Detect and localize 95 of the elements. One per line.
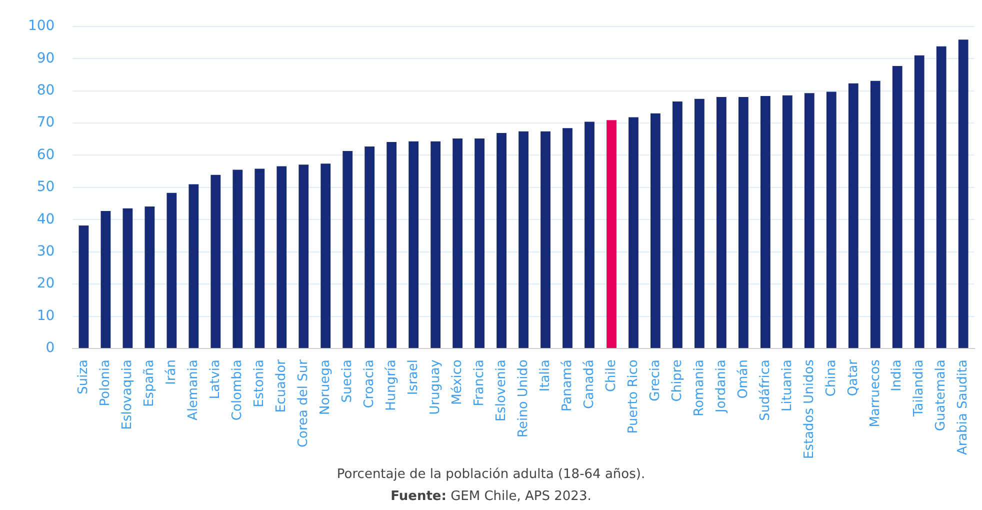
- x-tick-label: Grecia: [648, 359, 663, 402]
- x-tick-label: Uruguay: [428, 359, 443, 415]
- bar: [738, 96, 748, 348]
- bar: [122, 208, 133, 348]
- x-tick-label: Canadá: [582, 359, 597, 409]
- x-tick-label: Colombia: [230, 359, 246, 421]
- bar: [892, 66, 902, 348]
- bar: [870, 80, 880, 348]
- y-tick-label: 70: [36, 114, 55, 131]
- x-tick-label: Polonia: [98, 359, 114, 406]
- bar: [914, 55, 924, 348]
- bar: [782, 95, 792, 348]
- bar: [716, 96, 726, 348]
- y-tick-label: 60: [36, 146, 55, 163]
- x-tick-label: Israel: [406, 359, 421, 396]
- x-tick-label: India: [890, 359, 905, 392]
- bar: [320, 164, 331, 348]
- bar: [760, 96, 770, 348]
- x-tick-label: Chile: [604, 359, 619, 392]
- bar: [474, 138, 484, 348]
- x-tick-label: España: [142, 359, 158, 407]
- x-tick-label: Eslovaquia: [120, 359, 136, 430]
- source-note: Fuente: GEM Chile, APS 2023.: [390, 488, 592, 506]
- bar: [232, 170, 243, 348]
- bar: [936, 46, 946, 348]
- text: Porcentaje de la población adulta (18-64 años).: [336, 466, 646, 484]
- bar: [584, 122, 594, 348]
- x-tick-label: Reino Unido: [516, 359, 531, 438]
- bar: [276, 166, 287, 348]
- x-tick-label: Estonia: [252, 359, 268, 408]
- bar: [518, 131, 528, 348]
- x-tick-label: Latvia: [208, 359, 224, 400]
- x-tick-label: Marruecos: [868, 359, 883, 428]
- bar: [650, 113, 660, 348]
- bar: [298, 164, 309, 348]
- x-tick-label: Francia: [472, 359, 487, 406]
- x-tick-label: Qatar: [846, 358, 861, 396]
- x-tick-label: Corea del Sur: [296, 358, 311, 448]
- x-tick-label: Alemania: [186, 359, 202, 420]
- x-tick-label: México: [450, 359, 465, 405]
- bar: [628, 117, 638, 348]
- bar: [826, 92, 836, 348]
- bar: [958, 40, 968, 348]
- y-tick-label: 90: [36, 50, 55, 66]
- x-tick-label: China: [824, 359, 839, 397]
- x-tick-label: Chipre: [670, 359, 685, 402]
- x-tick-label: Ecuador: [274, 358, 290, 413]
- bar: [386, 142, 397, 348]
- x-tick-label: Panamá: [560, 359, 575, 412]
- x-tick-label: Sudáfrica: [758, 359, 773, 421]
- bar: [210, 174, 221, 348]
- x-tick-label: Estados Unidos: [802, 359, 817, 460]
- x-tick-label: Suecia: [340, 359, 355, 403]
- x-tick-label: Romania: [692, 359, 707, 416]
- x-tick-label: Croacia: [362, 359, 377, 408]
- x-tick-label: Guatemala: [934, 359, 949, 432]
- y-tick-label: 40: [36, 211, 55, 228]
- bar: [430, 141, 441, 348]
- bar: [78, 225, 89, 348]
- bar: [100, 210, 111, 348]
- y-tick-label: 30: [36, 244, 55, 260]
- x-tick-label: Omán: [736, 359, 751, 399]
- bar: [188, 184, 199, 348]
- x-tick-label: Jordania: [714, 359, 729, 414]
- x-tick-label: Hungría: [384, 359, 399, 411]
- y-tick-label: 0: [46, 340, 55, 356]
- bar: [166, 192, 177, 348]
- x-tick-label: Suiza: [76, 359, 92, 394]
- x-tick-label: Eslovenia: [494, 359, 509, 422]
- bar: [606, 120, 616, 348]
- x-tick-label: Arabia Saudita: [956, 359, 971, 456]
- y-tick-label: 50: [36, 179, 55, 196]
- x-tick-label: Irán: [164, 359, 180, 385]
- y-tick-label: 100: [28, 18, 55, 34]
- x-tick-label: Noruega: [318, 359, 333, 415]
- x-tick-label: Lituania: [780, 359, 795, 412]
- bar: [254, 168, 265, 348]
- bar: [144, 206, 155, 348]
- bar: [342, 151, 353, 348]
- bar: [452, 138, 463, 348]
- bar: [848, 83, 858, 348]
- bar: [540, 131, 550, 348]
- bar: [496, 133, 506, 348]
- x-tick-label: Italia: [538, 359, 553, 392]
- bar: [364, 146, 375, 348]
- x-tick-label: Tailandia: [912, 359, 927, 418]
- bar: [562, 128, 572, 348]
- bar: [408, 141, 419, 348]
- bar: [672, 101, 682, 348]
- y-tick-label: 20: [36, 276, 55, 292]
- bar: [804, 93, 814, 348]
- x-tick-label: Puerto Rico: [626, 359, 641, 434]
- bar: [694, 98, 704, 348]
- y-tick-label: 10: [36, 308, 55, 324]
- y-tick-label: 80: [36, 82, 55, 98]
